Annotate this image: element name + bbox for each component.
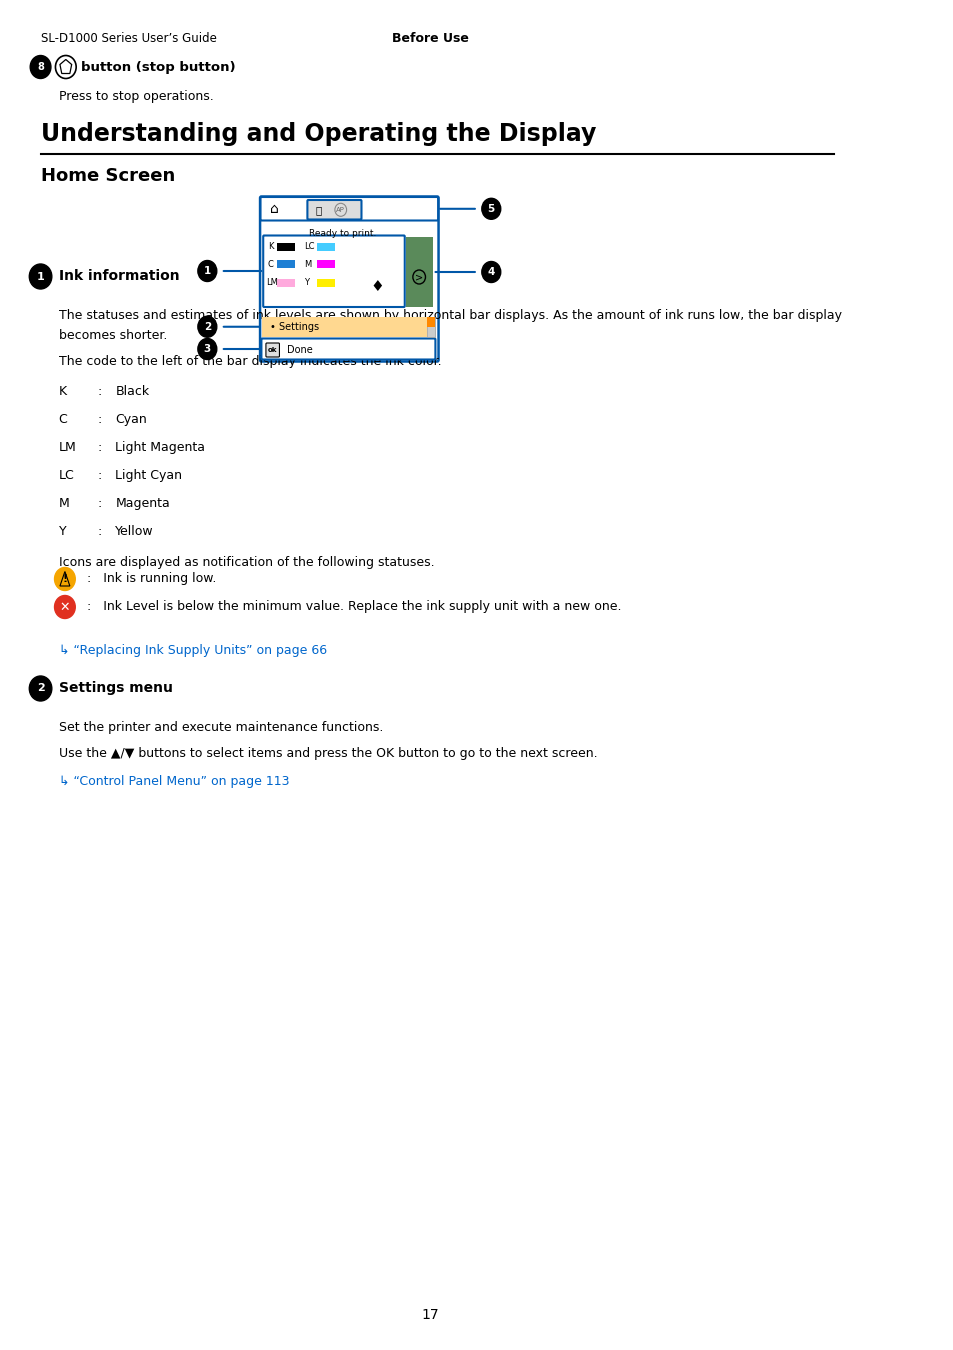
Text: M: M xyxy=(58,497,70,510)
Text: LM: LM xyxy=(58,441,76,454)
Bar xyxy=(276,278,294,286)
Bar xyxy=(262,316,427,338)
Circle shape xyxy=(30,55,51,78)
Text: ⏻: ⏻ xyxy=(315,205,322,215)
Text: :: : xyxy=(97,413,102,427)
Text: Magenta: Magenta xyxy=(115,497,170,510)
Text: Y: Y xyxy=(58,525,66,539)
Text: 1: 1 xyxy=(204,266,211,275)
Text: LC: LC xyxy=(58,468,74,482)
Text: K: K xyxy=(268,242,273,251)
FancyBboxPatch shape xyxy=(261,339,435,359)
Text: Set the printer and execute maintenance functions.: Set the printer and execute maintenance … xyxy=(58,721,382,734)
Text: ok: ok xyxy=(268,347,277,352)
Text: 3: 3 xyxy=(204,344,211,354)
Text: Cyan: Cyan xyxy=(115,413,147,427)
Circle shape xyxy=(54,595,75,618)
Text: LM: LM xyxy=(266,278,277,288)
Text: 2: 2 xyxy=(204,321,211,332)
FancyBboxPatch shape xyxy=(307,200,361,220)
Text: Use the ▲/▼ buttons to select items and press the OK button to go to the next sc: Use the ▲/▼ buttons to select items and … xyxy=(58,747,597,760)
Text: 2: 2 xyxy=(36,683,45,694)
Text: >: > xyxy=(415,271,423,282)
Text: ↳ “Replacing Ink Supply Units” on page 66: ↳ “Replacing Ink Supply Units” on page 6… xyxy=(58,644,326,657)
Text: Light Cyan: Light Cyan xyxy=(115,468,182,482)
Text: ↳ “Control Panel Menu” on page 113: ↳ “Control Panel Menu” on page 113 xyxy=(58,775,289,788)
Text: Home Screen: Home Screen xyxy=(41,167,174,185)
Circle shape xyxy=(54,567,75,590)
Circle shape xyxy=(481,198,500,219)
Text: 4: 4 xyxy=(487,267,495,277)
Text: :: : xyxy=(97,468,102,482)
Text: ♦: ♦ xyxy=(370,279,383,294)
Bar xyxy=(317,278,335,286)
Text: C: C xyxy=(268,261,274,269)
Text: K: K xyxy=(58,385,67,398)
Bar xyxy=(317,261,335,269)
Bar xyxy=(276,243,294,251)
Text: Light Magenta: Light Magenta xyxy=(115,441,205,454)
Text: Yellow: Yellow xyxy=(115,525,153,539)
Text: :: : xyxy=(97,497,102,510)
Text: Before Use: Before Use xyxy=(391,32,468,45)
Text: • Settings: • Settings xyxy=(270,321,319,332)
Circle shape xyxy=(197,339,216,359)
Text: Press to stop operations.: Press to stop operations. xyxy=(58,90,213,103)
Text: The statuses and estimates of ink levels are shown by horizontal bar displays. A: The statuses and estimates of ink levels… xyxy=(58,309,841,323)
Text: !: ! xyxy=(62,574,68,585)
Circle shape xyxy=(197,316,216,338)
FancyBboxPatch shape xyxy=(260,197,437,220)
FancyBboxPatch shape xyxy=(266,343,279,356)
Text: ⌂: ⌂ xyxy=(270,201,278,216)
Text: 8: 8 xyxy=(37,62,44,72)
Text: AP: AP xyxy=(336,207,345,213)
Text: :: : xyxy=(97,385,102,398)
FancyBboxPatch shape xyxy=(263,235,404,306)
Text: Ink information: Ink information xyxy=(59,270,180,284)
Circle shape xyxy=(30,265,51,289)
Text: ✕: ✕ xyxy=(60,601,71,613)
Text: :: : xyxy=(97,441,102,454)
Text: LC: LC xyxy=(303,242,314,251)
Bar xyxy=(426,316,435,327)
Circle shape xyxy=(481,262,500,282)
Text: Icons are displayed as notification of the following statuses.: Icons are displayed as notification of t… xyxy=(58,556,434,568)
Text: Ready to print.: Ready to print. xyxy=(309,228,375,238)
Circle shape xyxy=(197,261,216,282)
Circle shape xyxy=(30,676,51,701)
Text: button (stop button): button (stop button) xyxy=(81,61,235,73)
Text: :   Ink is running low.: : Ink is running low. xyxy=(87,572,215,586)
Text: SL-D1000 Series User’s Guide: SL-D1000 Series User’s Guide xyxy=(41,32,216,45)
Bar xyxy=(317,243,335,251)
Polygon shape xyxy=(60,571,70,586)
Text: C: C xyxy=(58,413,68,427)
Bar xyxy=(276,261,294,269)
Bar xyxy=(426,316,435,338)
Text: M: M xyxy=(303,261,311,269)
Text: :   Ink Level is below the minimum value. Replace the ink supply unit with a new: : Ink Level is below the minimum value. … xyxy=(87,601,620,613)
Bar xyxy=(405,238,433,306)
Text: 1: 1 xyxy=(36,271,45,282)
Text: 17: 17 xyxy=(420,1308,438,1322)
FancyBboxPatch shape xyxy=(260,197,438,362)
Text: Understanding and Operating the Display: Understanding and Operating the Display xyxy=(41,122,596,146)
Text: becomes shorter.: becomes shorter. xyxy=(58,329,167,342)
Text: The code to the left of the bar display indicates the ink color.: The code to the left of the bar display … xyxy=(58,355,440,369)
Text: Settings menu: Settings menu xyxy=(59,682,173,695)
Text: :: : xyxy=(97,525,102,539)
Text: Black: Black xyxy=(115,385,150,398)
Text: 5: 5 xyxy=(487,204,495,213)
Text: Done: Done xyxy=(286,346,312,355)
Text: Y: Y xyxy=(303,278,309,288)
